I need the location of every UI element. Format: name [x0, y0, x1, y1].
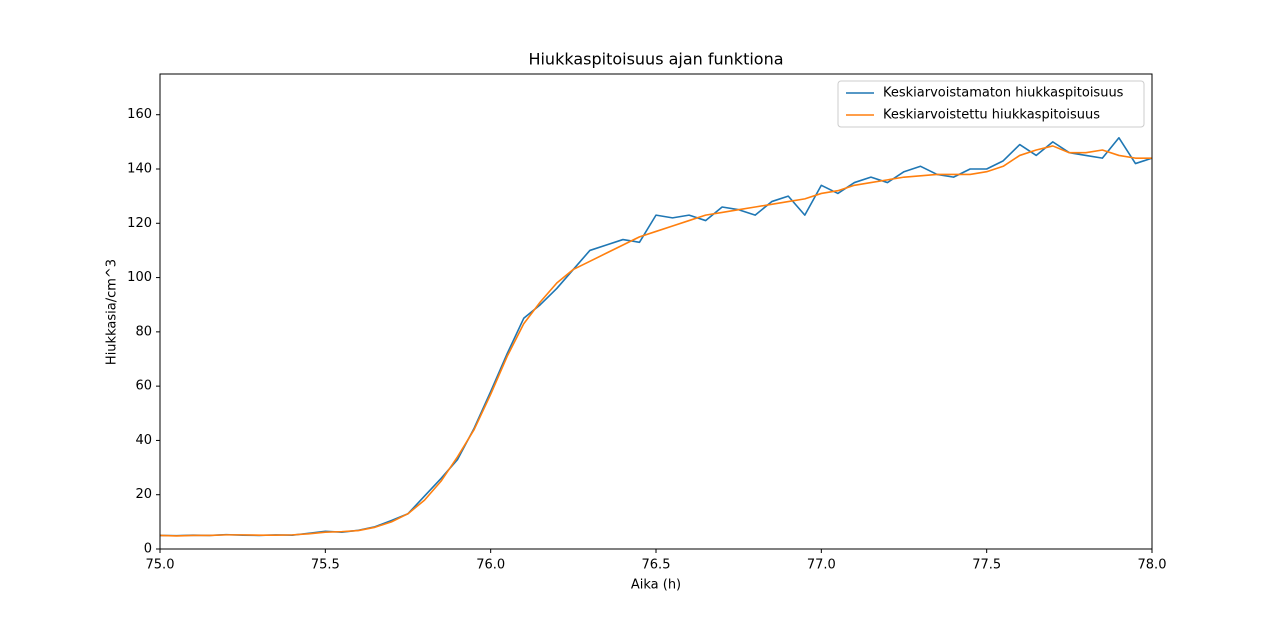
y-tick-label: 20 — [135, 487, 152, 502]
series-line — [159, 145, 1152, 537]
y-tick-label: 140 — [127, 162, 152, 177]
y-tick-label: 0 — [144, 542, 152, 557]
x-tick-label: 76.0 — [476, 558, 505, 573]
y-tick-label: 80 — [135, 324, 152, 339]
x-tick-label: 77.0 — [807, 558, 836, 573]
x-tick-label: 77.5 — [972, 558, 1001, 573]
x-tick-label: 75.0 — [146, 558, 175, 573]
y-tick-label: 40 — [135, 433, 152, 448]
y-tick-label: 160 — [127, 107, 152, 122]
x-tick-label: 75.5 — [311, 558, 340, 573]
series-line — [159, 136, 1153, 537]
plot-frame — [159, 73, 1153, 550]
legend-label: Keskiarvoistettu hiukkaspitoisuus — [883, 108, 1100, 123]
chart-title: Hiukkaspitoisuus ajan funktiona — [528, 50, 783, 69]
x-tick-label: 78.0 — [1138, 558, 1167, 573]
legend-label: Keskiarvoistamaton hiukkaspitoisuus — [883, 86, 1124, 101]
y-tick-label: 60 — [135, 379, 152, 394]
x-tick-label: 76.5 — [642, 558, 671, 573]
y-tick-label: 120 — [127, 216, 152, 231]
legend-box — [837, 80, 1145, 128]
y-tick-label: 100 — [127, 270, 152, 285]
x-axis-label: Aika (h) — [631, 578, 681, 593]
y-axis-label: Hiukkasia/cm^3 — [105, 259, 120, 365]
